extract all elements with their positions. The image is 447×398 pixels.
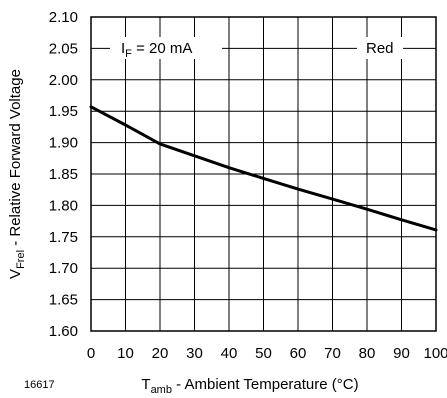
tick-labels: 0 10 20 30 40 50 60 70 80 90 100 1.60 1.65 1.70 1.75 1.… [49,9,447,362]
y-tick-label: 2.10 [49,9,78,26]
y-tick-label: 1.65 [49,292,78,309]
x-tick-label: 40 [221,345,238,362]
x-tick-label: 100 [423,345,447,362]
y-tick-label: 1.85 [49,166,78,183]
x-tick-label: 70 [324,345,341,362]
condition-label-background [110,37,222,59]
x-tick-label: 50 [255,345,272,362]
x-tick-label: 80 [359,345,376,362]
series-tag-background [357,37,403,59]
series-tag-label: Red [366,40,394,57]
y-tick-label: 1.60 [49,323,78,340]
y-tick-label: 1.95 [49,103,78,120]
x-tick-label: 0 [87,345,95,362]
series-line-red [89,105,438,232]
y-tick-label: 2.00 [49,72,78,89]
y-tick-label: 2.05 [49,40,78,57]
plot-frame [90,16,437,332]
x-tick-label: 60 [290,345,307,362]
x-tick-label: 90 [393,345,410,362]
y-tick-label: 1.75 [49,229,78,246]
x-tick-label: 20 [152,345,169,362]
annotation-backgrounds [110,37,403,59]
x-tick-label: 30 [186,345,203,362]
grid-layer [90,16,437,332]
condition-label: IF = 20 mA [121,40,192,60]
y-axis-label: VFrel - Relative Forward Voltage [7,69,27,279]
y-tick-label: 1.90 [49,135,78,152]
x-tick-label: 10 [117,345,134,362]
y-tick-label: 1.80 [49,197,78,214]
y-tick-label: 1.70 [49,260,78,277]
x-axis-label: Tamb - Ambient Temperature (°C) [141,376,358,396]
figure-id: 16617 [24,379,55,391]
